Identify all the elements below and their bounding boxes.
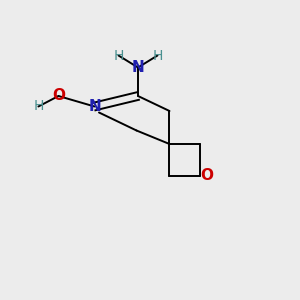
- Text: H: H: [113, 49, 124, 62]
- Text: N: N: [132, 60, 144, 75]
- Text: O: O: [200, 168, 214, 183]
- Text: N: N: [88, 99, 101, 114]
- Text: H: H: [33, 100, 43, 113]
- Text: H: H: [152, 49, 163, 62]
- Text: O: O: [52, 88, 65, 104]
